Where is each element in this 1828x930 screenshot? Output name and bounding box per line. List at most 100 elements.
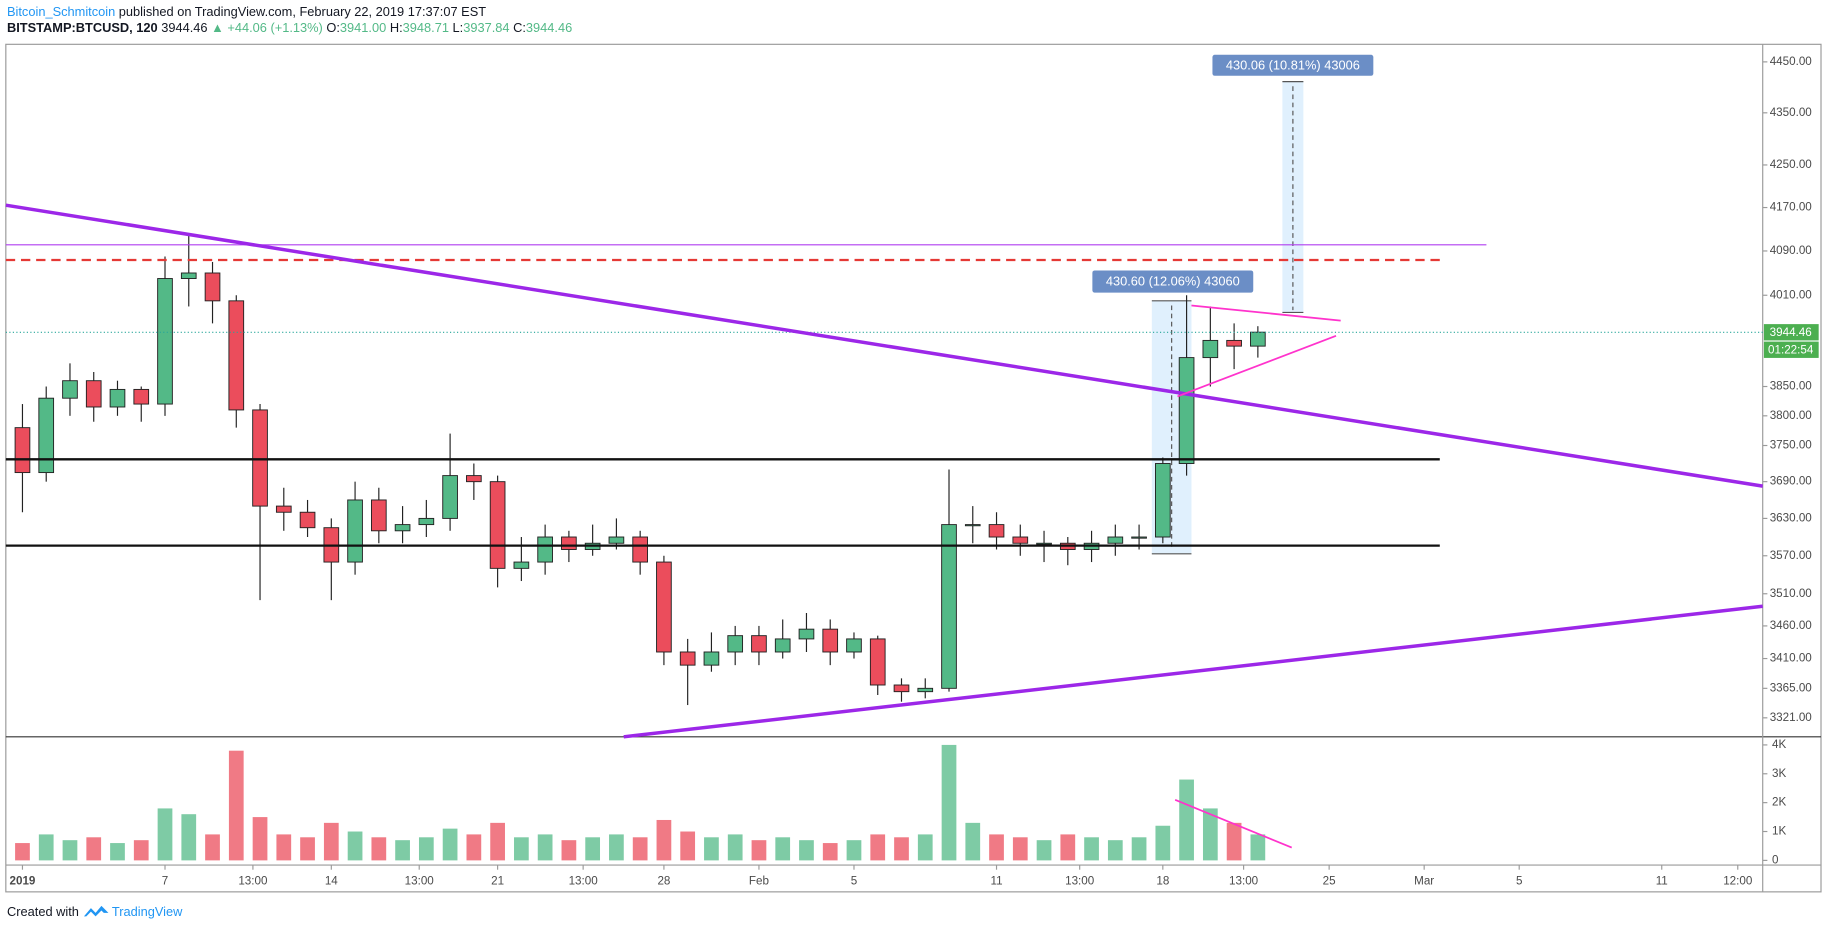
x-tick-label: 25 — [1323, 874, 1336, 887]
volume-bar — [632, 837, 648, 861]
ohlc-key: C: — [513, 21, 526, 36]
x-tick-label: 5 — [1516, 874, 1522, 887]
volume-bar — [822, 843, 838, 861]
volume-bar — [1179, 779, 1194, 861]
y-tick-label: 4450.00 — [1770, 55, 1813, 68]
triangle-line — [1177, 334, 1337, 398]
volume-bar — [870, 834, 886, 861]
x-tick-label: 14 — [325, 874, 338, 887]
volume-bar — [205, 834, 220, 861]
ohlc-value: 3948.71 — [403, 21, 449, 36]
candle-body — [418, 517, 435, 526]
x-tick-label: Feb — [749, 874, 769, 887]
candle-body — [869, 638, 886, 686]
candle-body — [774, 638, 791, 653]
candle-body — [561, 536, 577, 550]
volume-bar — [941, 744, 957, 861]
ohlc-key: H: — [390, 21, 403, 36]
volume-bar — [1131, 837, 1147, 861]
y-tick-label: 4010.00 — [1770, 288, 1813, 301]
y-tick-label: 3321.00 — [1770, 711, 1813, 724]
volume-bar — [490, 822, 505, 861]
drawings: 430.60 (12.06%) 43060 430.06 (10.81%) 43… — [5, 54, 1819, 849]
volume-bar — [965, 822, 981, 861]
candle-body — [14, 427, 31, 474]
x-tick-label: 2019 — [10, 874, 36, 887]
volume-bar — [1036, 840, 1052, 861]
last-price: 3944.46 — [161, 21, 207, 36]
candle-body — [751, 635, 767, 653]
y-tick-label: 4250.00 — [1770, 158, 1813, 171]
volume-bar — [1107, 840, 1123, 861]
candle-body — [1155, 463, 1171, 538]
candle-body — [1012, 536, 1029, 544]
footer-text: Created with — [7, 904, 79, 919]
volume-bar — [656, 819, 672, 861]
candle-body — [466, 475, 482, 483]
volume-bar — [561, 840, 577, 861]
volume-bar — [585, 837, 601, 861]
author[interactable]: Bitcoin_Schmitcoin — [7, 4, 115, 19]
measure-label: 430.06 (10.81%) 43006 — [1226, 57, 1360, 72]
candle-body — [1131, 536, 1147, 539]
brand[interactable]: TradingView — [112, 904, 183, 919]
volume-bar — [799, 840, 814, 861]
candle-body — [85, 380, 102, 408]
candle-body — [608, 536, 625, 544]
candle-body — [252, 409, 268, 507]
published: published on TradingView.com, February 2… — [119, 4, 486, 19]
candle-body — [964, 524, 981, 527]
volume-bar — [62, 840, 78, 861]
ohlc-key: O: — [326, 21, 340, 36]
trend-line — [623, 604, 1763, 739]
volume-bar — [917, 834, 933, 861]
drawings — [1151, 81, 1304, 555]
volume-bar — [514, 837, 529, 861]
volume-bar — [157, 808, 173, 861]
candle-body — [822, 628, 839, 653]
volume-bar — [1060, 834, 1076, 861]
y-tick-label: 3410.00 — [1770, 652, 1813, 665]
volume-bar — [537, 834, 553, 861]
volume-bar — [110, 843, 125, 861]
candle-body — [1250, 331, 1266, 347]
x-tick-label: 13:00 — [569, 874, 599, 887]
volume-bar — [276, 834, 292, 861]
candle-body — [394, 524, 411, 532]
y-tick-label: 3510.00 — [1770, 587, 1813, 600]
x-tick-label: 7 — [162, 874, 168, 887]
candle-body — [1036, 542, 1052, 545]
countdown-box — [1763, 341, 1819, 358]
x-tick-label: 21 — [491, 874, 504, 887]
candle-body — [109, 388, 126, 408]
x-tick-label: 13:00 — [1229, 874, 1259, 887]
candle-body — [1226, 339, 1242, 347]
countdown: 01:22:54 — [1768, 343, 1814, 356]
y-tick-label: 3365.00 — [1770, 681, 1813, 694]
y-tick-label: 3570.00 — [1770, 549, 1813, 562]
price-label-box — [1763, 324, 1819, 341]
y-tick-label: 4170.00 — [1770, 201, 1813, 214]
volume-bar — [181, 814, 197, 861]
candle-body — [157, 278, 173, 405]
x-tick-label: 12:00 — [1723, 874, 1753, 887]
volume-bar — [86, 837, 102, 861]
volume-bar — [347, 831, 363, 861]
x-tick-label: 13:00 — [238, 874, 268, 887]
x-tick-label: 11 — [1656, 874, 1668, 887]
candle-body — [38, 397, 55, 474]
measure-label-box — [1092, 270, 1254, 293]
candle-body — [1178, 357, 1195, 464]
x-tick-label: 28 — [657, 874, 670, 887]
y-tick-label: 3750.00 — [1770, 439, 1813, 452]
candle-body — [656, 561, 672, 653]
volume-bar — [1012, 837, 1028, 861]
triangle-line — [1191, 304, 1341, 322]
ohlc-key: L: — [453, 21, 464, 36]
volume-tick-label: 3K — [1772, 767, 1786, 780]
candle-body — [893, 684, 910, 693]
volume-bar — [1202, 808, 1218, 861]
volume-bar — [133, 840, 149, 861]
x-tick-label: 13:00 — [1065, 874, 1095, 887]
